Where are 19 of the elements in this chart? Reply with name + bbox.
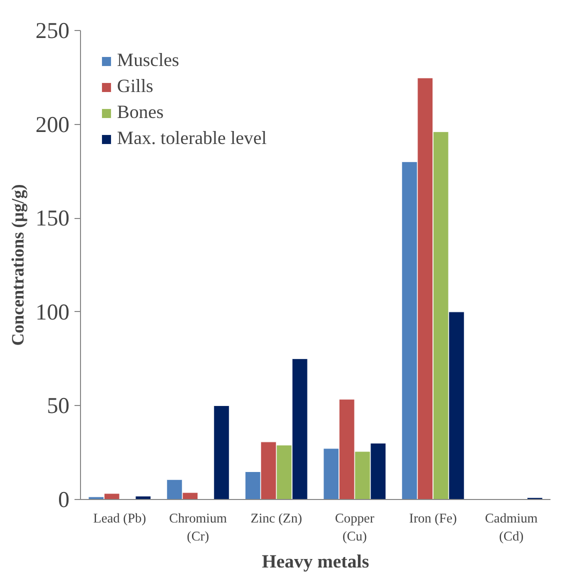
x-axis-title: Heavy metals [262, 552, 370, 572]
x-tick-label: Chromium (Cr) [169, 510, 228, 544]
legend-label: Bones [117, 102, 164, 124]
x-tick-label: Copper (Cu) [335, 510, 375, 544]
y-tick-label: 100 [36, 299, 70, 324]
y-tick-label: 50 [46, 393, 70, 418]
x-tick-label: Cadmium (Cd) [485, 510, 538, 544]
x-tick-label: Zinc (Zn) [250, 510, 302, 526]
x-tick-label: Iron (Fe) [409, 510, 457, 526]
y-tick-label: 0 [58, 487, 70, 512]
y-tick-label: 150 [36, 206, 70, 231]
legend-label: Gills [117, 76, 154, 98]
y-axis-title: Concentrations (µg/g) [8, 184, 28, 346]
legend-label: Muscles [117, 50, 180, 72]
legend-label: Max. tolerable level [117, 128, 267, 150]
x-tick-label: Lead (Pb) [93, 510, 146, 526]
bar [214, 405, 230, 500]
y-tick-label: 250 [36, 18, 70, 43]
y-tick-label: 200 [36, 112, 70, 137]
